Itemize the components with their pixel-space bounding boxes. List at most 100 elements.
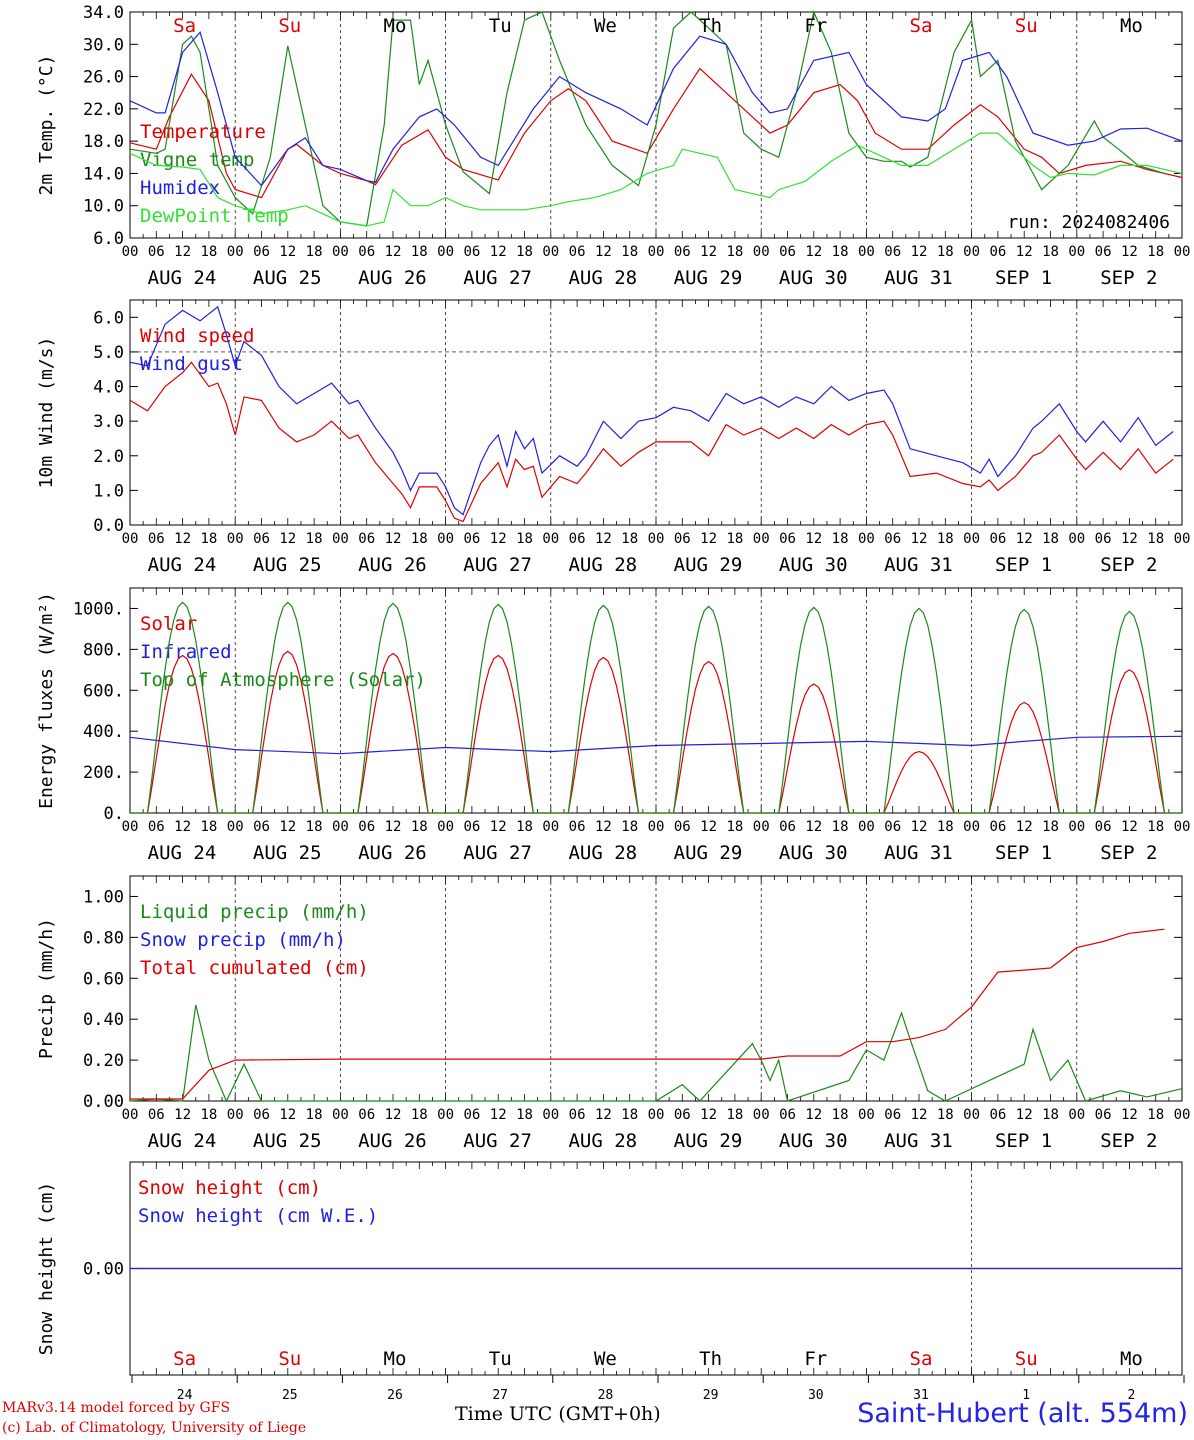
hour-tick-label: 18 <box>200 244 217 260</box>
hour-tick-label: 00 <box>542 244 559 260</box>
hour-tick-label: 06 <box>779 531 796 547</box>
y-tick-label: 2.0 <box>93 447 124 467</box>
y-tick-label: 0.60 <box>83 969 124 989</box>
hour-tick-label: 12 <box>911 819 928 835</box>
plot-frame <box>129 587 1183 814</box>
hour-tick-label: 18 <box>1042 531 1059 547</box>
hour-tick-label: 00 <box>227 1107 244 1123</box>
hour-tick-label: 06 <box>884 819 901 835</box>
hour-tick-label: 06 <box>358 244 375 260</box>
hour-tick-label: 18 <box>621 244 638 260</box>
weekday-label: We <box>594 15 617 37</box>
hour-tick-label: 18 <box>937 531 954 547</box>
hour-tick-label: 00 <box>963 819 980 835</box>
day-label: AUG 24 <box>148 267 217 289</box>
hour-tick-label: 00 <box>227 244 244 260</box>
y-tick-label: 18.0 <box>83 132 124 152</box>
day-label: SEP 1 <box>995 842 1052 864</box>
hour-tick-label: 00 <box>1174 819 1191 835</box>
hour-tick-label: 06 <box>358 1107 375 1123</box>
y-axis-label: 10m Wind (m/s) <box>36 337 57 489</box>
day-label: AUG 31 <box>884 554 953 576</box>
hour-tick-label: 00 <box>122 819 139 835</box>
y-tick-label: 6.0 <box>93 229 124 249</box>
hour-tick-label: 00 <box>332 531 349 547</box>
hour-tick-label: 06 <box>253 244 270 260</box>
day-label: AUG 30 <box>779 267 848 289</box>
legend-entry: Liquid precip (mm/h) <box>140 901 369 923</box>
y-tick-label: 26.0 <box>83 68 124 88</box>
hour-tick-label: 00 <box>648 531 665 547</box>
weekday-label: Fr <box>804 1348 827 1370</box>
hour-tick-label: 18 <box>621 1107 638 1123</box>
weekday-label: Su <box>1015 1348 1038 1370</box>
hour-tick-label: 12 <box>805 531 822 547</box>
legend-entry: Snow height (cm) <box>138 1177 321 1199</box>
day-label: AUG 24 <box>148 1130 217 1152</box>
day-label: AUG 25 <box>253 554 322 576</box>
hour-tick-label: 18 <box>1147 244 1164 260</box>
weekday-label: Mo <box>384 15 407 37</box>
day-label: AUG 28 <box>568 842 637 864</box>
hour-tick-label: 12 <box>490 1107 507 1123</box>
day-label: AUG 27 <box>463 267 532 289</box>
hour-tick-label: 18 <box>411 1107 428 1123</box>
hour-tick-label: 12 <box>279 244 296 260</box>
hour-tick-label: 12 <box>911 244 928 260</box>
hour-tick-label: 18 <box>1042 819 1059 835</box>
hour-tick-label: 18 <box>726 244 743 260</box>
day-label: AUG 25 <box>253 842 322 864</box>
y-tick-label: 1000. <box>73 599 124 619</box>
day-label: AUG 31 <box>884 842 953 864</box>
hour-tick-label: 00 <box>1174 531 1191 547</box>
hour-tick-label: 12 <box>1016 531 1033 547</box>
hour-tick-label: 12 <box>911 531 928 547</box>
hour-tick-label: 18 <box>306 531 323 547</box>
hour-tick-label: 18 <box>621 819 638 835</box>
hour-tick-label: 12 <box>1121 531 1138 547</box>
day-label: AUG 28 <box>568 554 637 576</box>
day-number-label: 31 <box>913 1388 929 1403</box>
y-tick-label: 0.0 <box>93 516 124 536</box>
hour-tick-label: 06 <box>148 244 165 260</box>
hour-tick-label: 18 <box>306 244 323 260</box>
hour-tick-label: 00 <box>858 531 875 547</box>
hour-tick-label: 00 <box>332 1107 349 1123</box>
hour-tick-label: 12 <box>1121 1107 1138 1123</box>
series-line-wind-speed <box>129 361 1174 523</box>
hour-tick-label: 06 <box>569 819 586 835</box>
hour-tick-label: 06 <box>148 819 165 835</box>
hour-tick-label: 18 <box>200 1107 217 1123</box>
hour-tick-label: 06 <box>779 244 796 260</box>
hour-tick-label: 00 <box>332 244 349 260</box>
panel-3: 0. 200. 400. 600. 800. 1000. Energy fluxes (W/… <box>36 587 1191 864</box>
hour-tick-label: 00 <box>858 1107 875 1123</box>
hour-tick-label: 06 <box>463 531 480 547</box>
hour-tick-label: 18 <box>726 819 743 835</box>
hour-tick-label: 06 <box>989 819 1006 835</box>
weekday-label: Fr <box>804 15 827 37</box>
hour-tick-label: 18 <box>411 244 428 260</box>
hour-tick-label: 12 <box>595 819 612 835</box>
hour-tick-label: 18 <box>832 1107 849 1123</box>
hour-tick-label: 18 <box>411 819 428 835</box>
hour-tick-label: 00 <box>753 1107 770 1123</box>
weekday-label: Th <box>699 1348 722 1370</box>
hour-tick-label: 12 <box>385 244 402 260</box>
hour-tick-label: 06 <box>1095 531 1112 547</box>
hour-tick-label: 06 <box>884 244 901 260</box>
day-label: SEP 2 <box>1100 554 1157 576</box>
hour-tick-label: 18 <box>411 531 428 547</box>
hour-tick-label: 00 <box>963 244 980 260</box>
hour-tick-label: 00 <box>437 819 454 835</box>
day-label: AUG 28 <box>568 267 637 289</box>
y-axis-label: Snow height (cm) <box>36 1182 57 1355</box>
hour-tick-label: 00 <box>542 531 559 547</box>
weekday-label: Tu <box>489 1348 512 1370</box>
y-tick-label: 3.0 <box>93 412 124 432</box>
hour-tick-label: 12 <box>700 1107 717 1123</box>
weekday-label: Tu <box>489 15 512 37</box>
hour-tick-label: 18 <box>726 1107 743 1123</box>
hour-tick-label: 12 <box>595 244 612 260</box>
hour-tick-label: 12 <box>385 819 402 835</box>
